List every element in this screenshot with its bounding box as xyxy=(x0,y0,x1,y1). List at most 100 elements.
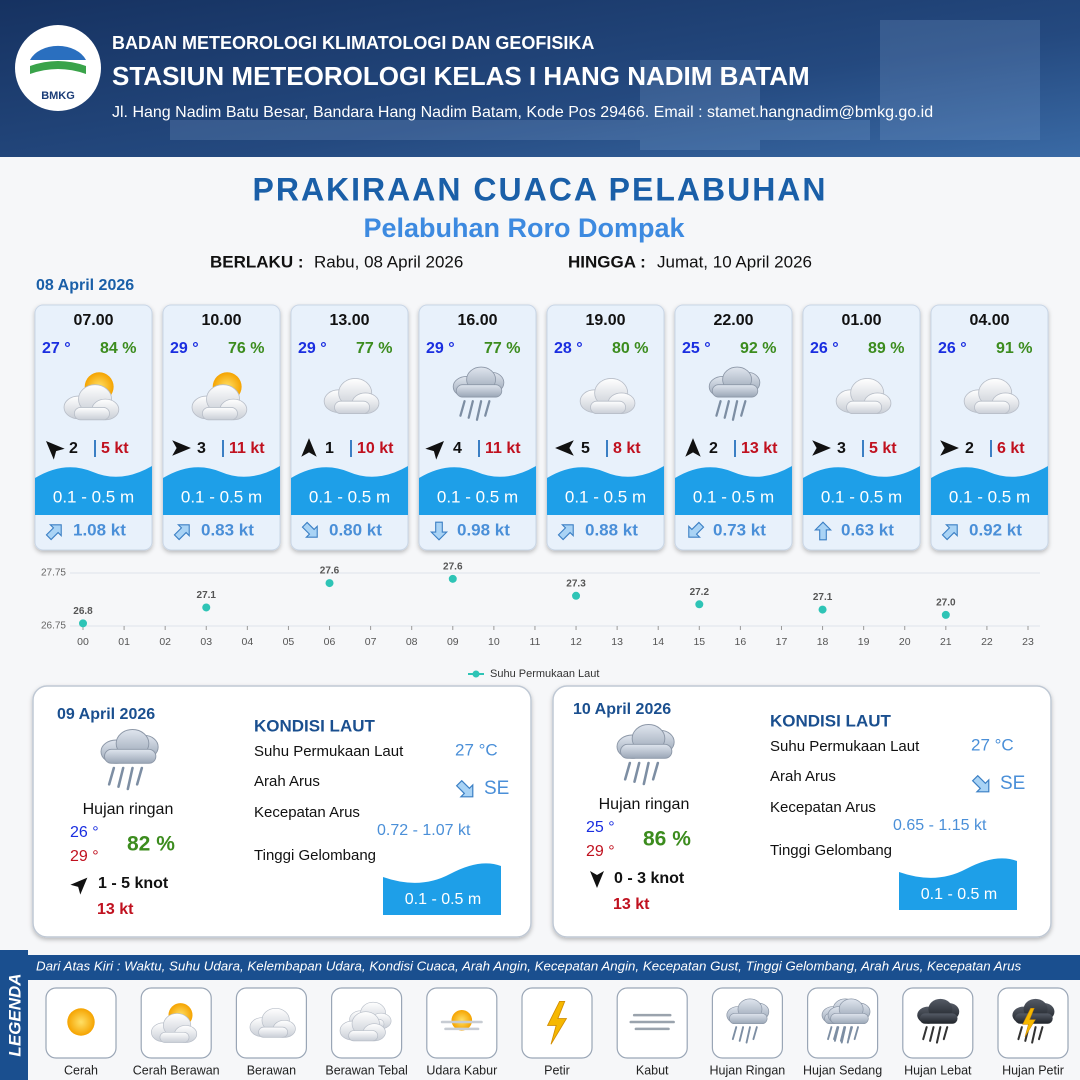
air-temperature: 29 ° xyxy=(298,340,327,357)
current-speed-label: Kecepatan Arus xyxy=(770,799,876,816)
valid-to: Jumat, 10 April 2026 xyxy=(657,252,812,271)
condition: Hujan ringan xyxy=(83,801,174,818)
legend-description: Dari Atas Kiri : Waktu, Suhu Udara, Kele… xyxy=(36,959,1021,974)
wind-range: 0 - 3 knot xyxy=(614,870,685,887)
separator xyxy=(94,440,96,457)
legend-item-label: Hujan Sedang xyxy=(803,1063,882,1077)
day-panels: 09 April 2026 Hujan ringan 26 ° 29 ° 82 % 1 -… xyxy=(32,685,1052,938)
legend-item-label: Hujan Petir xyxy=(1002,1063,1064,1077)
humidity: 89 % xyxy=(868,340,904,357)
air-temperature: 27 ° xyxy=(42,340,71,357)
value-label: 27.6 xyxy=(320,566,340,577)
sea-title: KONDISI LAUT xyxy=(770,711,892,730)
wave-height: 0.1 - 0.5 m xyxy=(53,487,134,506)
x-tick-label: 05 xyxy=(283,636,295,648)
sst-chart: 26.75 27.75 00 01 02 03 04 05 06 07 08 09 10 11 12 13 14… xyxy=(41,561,1040,680)
legend-items: Cerah Cerah Berawan Berawan Berawan Tebal Ud… xyxy=(45,987,1069,1077)
air-temperature: 26 ° xyxy=(810,340,839,357)
sst-label: Suhu Permukaan Laut xyxy=(254,743,404,760)
wind-speed: 2 xyxy=(69,440,78,457)
wave-height: 0.1 - 0.5 m xyxy=(405,891,481,908)
current-speed: 0.65 - 1.15 kt xyxy=(893,817,987,834)
current-speed: 0.98 kt xyxy=(457,520,510,539)
gust: 13 kt xyxy=(741,440,778,457)
x-tick-label: 08 xyxy=(406,636,418,648)
x-tick-label: 02 xyxy=(159,636,171,648)
wave-label: Tinggi Gelombang xyxy=(254,847,376,864)
x-tick-label: 01 xyxy=(118,636,130,648)
wave-height: 0.1 - 0.5 m xyxy=(921,886,997,903)
value-label: 26.8 xyxy=(73,606,93,617)
x-tick-label: 18 xyxy=(817,636,829,648)
sst-point xyxy=(79,619,87,628)
x-tick-label: 17 xyxy=(776,636,788,648)
current-speed: 0.80 kt xyxy=(329,520,382,539)
current-dir-label: Arah Arus xyxy=(770,768,836,785)
header-decoration xyxy=(170,20,1040,150)
wave-band xyxy=(383,863,501,915)
x-tick-label: 04 xyxy=(242,636,254,648)
gust: 11 kt xyxy=(229,440,265,457)
temp-min: 25 ° xyxy=(586,819,615,836)
logo-mark xyxy=(30,45,86,74)
sst-point xyxy=(325,579,334,588)
sst-point xyxy=(202,603,211,612)
x-tick-label: 22 xyxy=(981,636,993,648)
logo-text: BMKG xyxy=(41,90,75,102)
header-band xyxy=(0,0,1080,157)
separator xyxy=(990,440,992,457)
temp-max: 29 ° xyxy=(586,843,615,860)
wave-band xyxy=(803,466,920,515)
subtitle: Pelabuhan Roro Dompak xyxy=(363,213,685,243)
air-temperature: 25 ° xyxy=(682,340,711,357)
x-tick-label: 11 xyxy=(530,636,541,648)
x-tick-label: 20 xyxy=(899,636,911,648)
legend-marker xyxy=(472,670,480,678)
time: 16.00 xyxy=(457,312,497,329)
humidity: 77 % xyxy=(484,340,520,357)
current-dir: SE xyxy=(1000,773,1025,794)
time: 22.00 xyxy=(713,312,753,329)
legend-description-bar xyxy=(28,955,1080,980)
x-tick-label: 21 xyxy=(940,636,952,648)
value-label: 27.1 xyxy=(813,592,833,603)
current-speed: 1.08 kt xyxy=(73,520,126,539)
wave-label: Tinggi Gelombang xyxy=(770,842,892,859)
wave-band xyxy=(675,466,792,515)
gust: 5 kt xyxy=(101,440,129,457)
legend-item-label: Hujan Lebat xyxy=(904,1063,972,1077)
air-temperature: 26 ° xyxy=(938,340,967,357)
y-tick-label: 26.75 xyxy=(41,621,66,632)
humidity: 77 % xyxy=(356,340,392,357)
address: Jl. Hang Nadim Batu Besar, Bandara Hang … xyxy=(112,104,933,121)
legend-item-label: Hujan Ringan xyxy=(710,1063,786,1077)
current-speed: 0.83 kt xyxy=(201,520,254,539)
current-speed: 0.88 kt xyxy=(585,520,638,539)
x-tick-label: 06 xyxy=(324,636,336,648)
wind-speed: 2 xyxy=(709,440,718,457)
gust: 5 kt xyxy=(869,440,897,457)
x-tick-label: 07 xyxy=(365,636,377,648)
sst: 27 °C xyxy=(455,740,498,759)
legend-item-label: Cerah xyxy=(64,1063,98,1077)
time: 01.00 xyxy=(841,312,881,329)
current-speed-label: Kecepatan Arus xyxy=(254,804,360,821)
sst-label: Suhu Permukaan Laut xyxy=(770,738,920,755)
day-date: 09 April 2026 xyxy=(57,706,155,723)
gust: 8 kt xyxy=(613,440,641,457)
wave-band xyxy=(899,858,1017,910)
separator xyxy=(862,440,864,457)
sst-point xyxy=(695,600,704,609)
value-label: 27.0 xyxy=(936,598,956,609)
humidity: 80 % xyxy=(612,340,648,357)
value-label: 27.1 xyxy=(197,590,217,601)
air-temperature: 29 ° xyxy=(426,340,455,357)
legend-item-label: Kabut xyxy=(636,1063,669,1077)
today-date: 08 April 2026 xyxy=(36,277,134,294)
condition: Hujan ringan xyxy=(599,796,690,813)
current-dir: SE xyxy=(484,778,509,799)
current-speed: 0.73 kt xyxy=(713,520,766,539)
humidity: 92 % xyxy=(740,340,776,357)
